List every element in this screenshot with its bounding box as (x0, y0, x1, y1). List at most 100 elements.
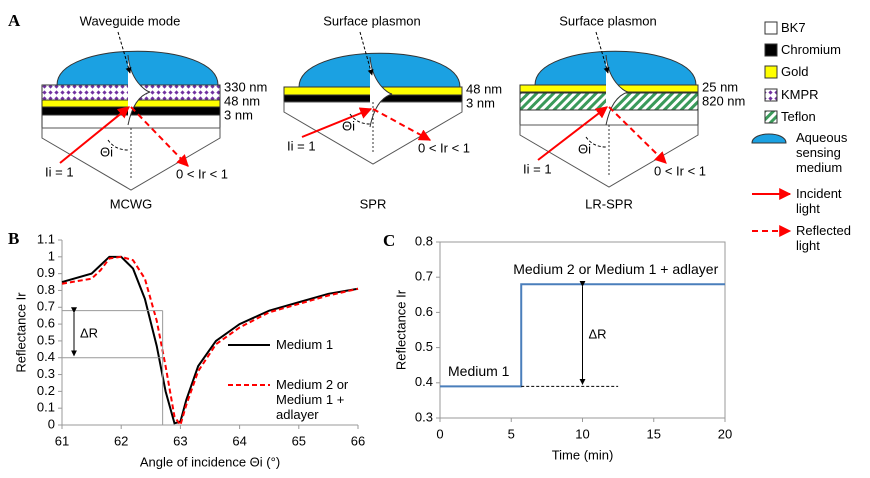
reflected-label: 0 < Ir < 1 (654, 163, 706, 178)
thickness-label: 820 nm (702, 93, 745, 108)
delta-label: ΔR (80, 326, 98, 341)
panel-label: B (8, 229, 19, 248)
y-tick-label: 0.7 (37, 299, 55, 314)
reflected-ray (608, 106, 667, 164)
layer (41, 114, 221, 129)
incident-ray (537, 106, 608, 161)
incident-label: Ii = 1 (523, 161, 552, 176)
y-axis-title: Reflectance Ir (13, 292, 28, 373)
y-tick-label: 1.1 (37, 231, 55, 246)
angle-label: Θi (100, 144, 113, 159)
legend-swatch (751, 133, 787, 144)
y-tick-label: 0.5 (415, 339, 433, 354)
x-tick-label: 10 (575, 426, 589, 441)
x-tick-label: 65 (292, 433, 306, 448)
reflected-label: 0 < Ir < 1 (418, 140, 470, 155)
mode-label: Surface plasmon (323, 13, 421, 28)
y-tick-label: 0.6 (415, 304, 433, 319)
y-axis-title: Reflectance Ir (393, 289, 408, 370)
legend-label: Aqueous sensing medium (796, 130, 848, 175)
config-name: SPR (360, 196, 387, 211)
legend-swatch (764, 65, 778, 79)
incident-ray (59, 106, 130, 164)
legend-swatch (764, 110, 778, 124)
prism (283, 101, 463, 165)
panel-label: C (383, 231, 395, 250)
legend-label: KMPR (781, 87, 819, 102)
angle-arc (107, 139, 129, 151)
thickness-label: 3 nm (224, 107, 253, 122)
annotation: Medium 1 (448, 363, 510, 379)
thickness-label: 25 nm (702, 79, 738, 94)
mode-pointer (595, 31, 610, 74)
series-line (61, 255, 359, 428)
legend-label: Medium 1 (276, 337, 334, 352)
x-tick-label: 5 (508, 426, 515, 441)
legend-label: Teflon (781, 109, 816, 124)
y-tick-label: 0.4 (415, 374, 433, 389)
thickness-label: 48 nm (466, 81, 502, 96)
x-tick-label: 66 (351, 433, 365, 448)
angle-arc (349, 113, 371, 125)
y-tick-label: 1 (48, 248, 55, 263)
y-tick-label: 0.5 (37, 332, 55, 347)
y-tick-label: 0.3 (37, 366, 55, 381)
thickness-label: 3 nm (466, 95, 495, 110)
y-tick-label: 0.8 (37, 282, 55, 297)
config-name: MCWG (110, 196, 153, 211)
mode-label: Waveguide mode (80, 13, 181, 28)
legend-label: Incident light (796, 186, 842, 216)
reflected-ray (372, 108, 432, 141)
y-tick-label: 0.2 (37, 383, 55, 398)
annotation: Medium 2 or Medium 1 + adlayer (513, 261, 718, 277)
incident-ray (301, 107, 373, 138)
x-tick-label: 61 (55, 433, 69, 448)
legend-swatch (764, 43, 778, 57)
x-tick-label: 62 (114, 433, 128, 448)
delta-label: ΔR (589, 327, 607, 342)
x-tick-label: 63 (173, 433, 187, 448)
y-tick-label: 0.3 (415, 409, 433, 424)
angle-label: Θi (342, 118, 355, 133)
reflected-label: 0 < Ir < 1 (176, 166, 228, 181)
aqueous-medium (56, 50, 219, 86)
legend-label: BK7 (781, 20, 806, 35)
x-axis-title: Angle of incidence Θi (°) (140, 454, 280, 469)
incident-label: Ii = 1 (45, 164, 74, 179)
aqueous-medium (534, 50, 697, 86)
mode-label: Surface plasmon (559, 13, 657, 28)
reflected-ray (130, 106, 189, 167)
y-tick-label: 0.4 (37, 349, 55, 364)
x-tick-label: 64 (232, 433, 246, 448)
legend-label: Chromium (781, 42, 841, 57)
angle-label: Θi (578, 141, 591, 156)
y-tick-label: 0 (48, 416, 55, 431)
series-line (440, 283, 725, 388)
x-tick-label: 20 (718, 426, 732, 441)
aqueous-medium (298, 52, 461, 88)
y-tick-label: 0.9 (37, 265, 55, 280)
config-name: LR-SPR (585, 196, 633, 211)
legend-swatch (764, 88, 778, 102)
x-tick-label: 15 (647, 426, 661, 441)
mode-pointer (117, 31, 132, 74)
series-line (61, 255, 359, 425)
prism (41, 127, 221, 191)
x-axis-title: Time (min) (552, 447, 614, 462)
field-profile (605, 54, 629, 126)
angle-arc (585, 136, 607, 148)
x-tick-label: 0 (436, 426, 443, 441)
y-tick-label: 0.8 (415, 233, 433, 248)
legend-label: Gold (781, 64, 809, 79)
thickness-label: 48 nm (224, 93, 260, 108)
legend-swatch (764, 21, 778, 35)
legend-label: Reflected light (796, 223, 851, 253)
incident-label: Ii = 1 (287, 138, 316, 153)
y-tick-label: 0.1 (37, 400, 55, 415)
panel-label: A (8, 11, 21, 30)
y-tick-label: 0.7 (415, 269, 433, 284)
y-tick-label: 0.6 (37, 316, 55, 331)
field-profile (127, 54, 151, 126)
